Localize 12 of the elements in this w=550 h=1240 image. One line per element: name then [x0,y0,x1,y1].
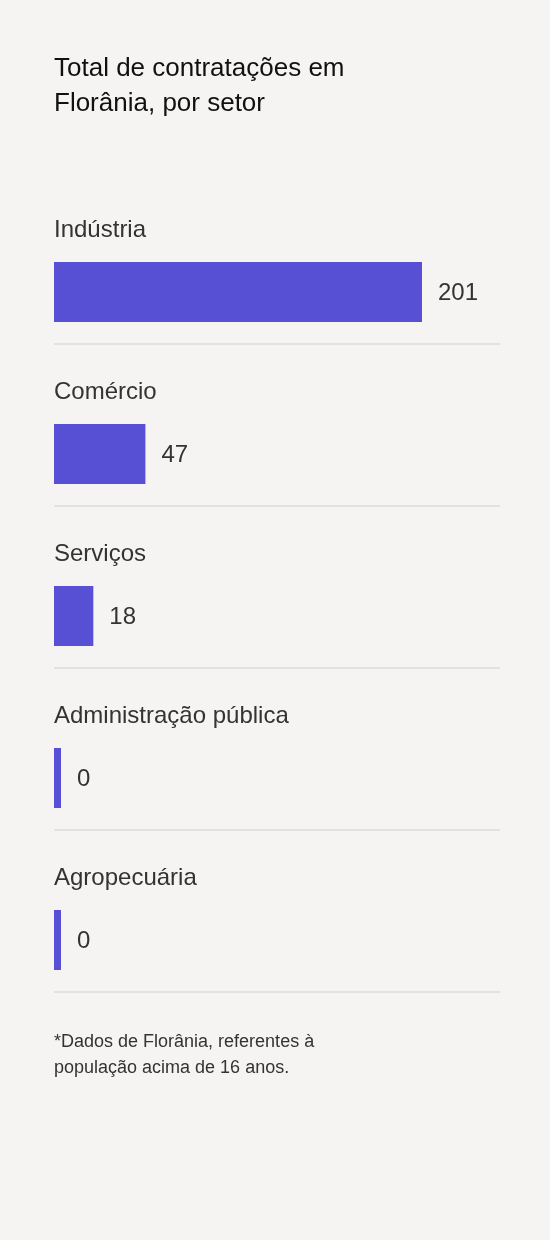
data-label: 47 [161,440,189,468]
data-label: 0 [77,764,91,792]
data-label: 201 [438,278,479,306]
y-tick-label: Administração pública [54,701,290,728]
y-tick-label: Agropecuária [54,863,198,890]
y-tick-label: Serviços [54,539,147,566]
y-tick-label: Indústria [54,215,147,242]
chart-title: Total de contratações em Florânia, por setor [54,51,346,119]
y-tick-label: Comércio [54,377,157,404]
data-label: 0 [77,926,91,954]
data-label: 18 [109,602,137,630]
text: *Dados de Florânia, referentes à população acima de 16 anos. [54,1030,316,1079]
